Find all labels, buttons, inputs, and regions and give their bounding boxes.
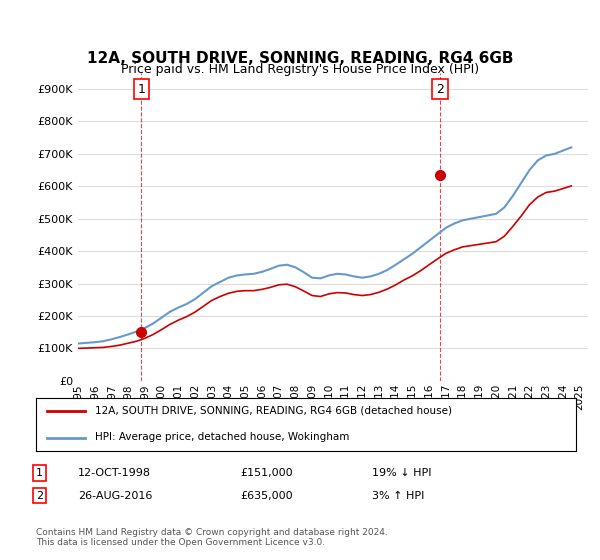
Text: 26-AUG-2016: 26-AUG-2016	[78, 491, 152, 501]
Text: 19% ↓ HPI: 19% ↓ HPI	[372, 468, 431, 478]
Text: £635,000: £635,000	[240, 491, 293, 501]
Text: 12A, SOUTH DRIVE, SONNING, READING, RG4 6GB: 12A, SOUTH DRIVE, SONNING, READING, RG4 …	[87, 52, 513, 66]
Text: 3% ↑ HPI: 3% ↑ HPI	[372, 491, 424, 501]
Text: 1: 1	[36, 468, 43, 478]
Text: £151,000: £151,000	[240, 468, 293, 478]
Text: 2: 2	[436, 82, 444, 96]
Text: 1: 1	[137, 82, 145, 96]
Text: 12-OCT-1998: 12-OCT-1998	[78, 468, 151, 478]
Text: 12A, SOUTH DRIVE, SONNING, READING, RG4 6GB (detached house): 12A, SOUTH DRIVE, SONNING, READING, RG4 …	[95, 406, 452, 416]
Text: 2: 2	[36, 491, 43, 501]
Text: HPI: Average price, detached house, Wokingham: HPI: Average price, detached house, Woki…	[95, 432, 350, 442]
Text: Contains HM Land Registry data © Crown copyright and database right 2024.
This d: Contains HM Land Registry data © Crown c…	[36, 528, 388, 547]
Text: Price paid vs. HM Land Registry's House Price Index (HPI): Price paid vs. HM Land Registry's House …	[121, 63, 479, 77]
